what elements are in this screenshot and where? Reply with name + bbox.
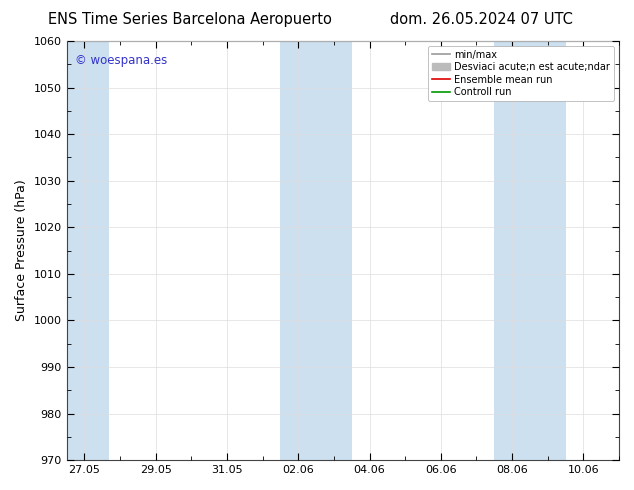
Bar bbox=[280, 41, 352, 460]
Bar bbox=[67, 41, 109, 460]
Text: ENS Time Series Barcelona Aeropuerto: ENS Time Series Barcelona Aeropuerto bbox=[48, 12, 332, 27]
Bar bbox=[495, 41, 566, 460]
Y-axis label: Surface Pressure (hPa): Surface Pressure (hPa) bbox=[15, 180, 28, 321]
Legend: min/max, Desviaci acute;n est acute;ndar, Ensemble mean run, Controll run: min/max, Desviaci acute;n est acute;ndar… bbox=[428, 46, 614, 101]
Text: © woespana.es: © woespana.es bbox=[75, 53, 167, 67]
Text: dom. 26.05.2024 07 UTC: dom. 26.05.2024 07 UTC bbox=[391, 12, 573, 27]
